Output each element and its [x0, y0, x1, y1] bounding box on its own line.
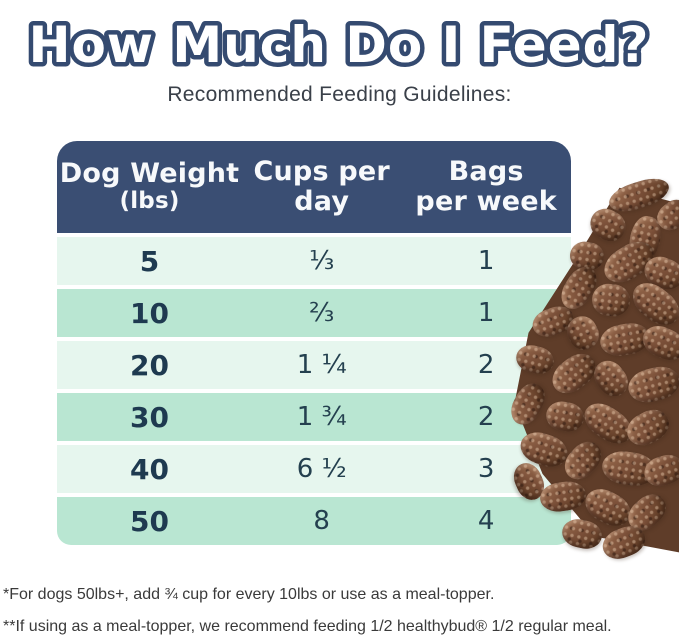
- feeding-table: Dog Weight (lbs) Cups per day Bags per w…: [57, 141, 571, 545]
- cell-cups-per-day: 6 ½: [296, 454, 347, 484]
- table-row: 30 1 ¾ 2: [57, 393, 571, 441]
- cell-bags-per-week: 4: [477, 506, 495, 536]
- footnotes: *For dogs 50lbs+, add ¾ cup for every 10…: [3, 585, 677, 641]
- table-row: 50 8 4: [57, 497, 571, 545]
- column-header-dog-weight: Dog Weight (lbs): [57, 158, 242, 215]
- page-title: How Much Do I Feed?: [29, 16, 650, 74]
- cell-bags-per-week: 2: [477, 350, 495, 380]
- column-header-cups-per-day: Cups per day: [242, 155, 401, 217]
- cell-dog-weight: 50: [130, 504, 169, 538]
- column-header-bags-line1: Bags: [448, 155, 524, 187]
- cell-dog-weight: 20: [130, 348, 169, 382]
- cell-cups-per-day: ⅓: [309, 246, 335, 276]
- cell-dog-weight: 10: [130, 296, 169, 330]
- cell-bags-per-week: 3: [477, 454, 495, 484]
- page-subtitle: Recommended Feeding Guidelines:: [167, 83, 512, 106]
- table-row: 10 ⅔ 1: [57, 289, 571, 337]
- table-body: 5 ⅓ 1 10 ⅔ 1 20 1 ¼ 2 30 1 ¾ 2 40 6 ½ 3 …: [57, 237, 571, 545]
- kibble-photo: [504, 176, 679, 568]
- column-header-dog-weight-line2: (lbs): [119, 188, 180, 215]
- table-header-row: Dog Weight (lbs) Cups per day Bags per w…: [57, 141, 571, 233]
- cell-dog-weight: 5: [139, 244, 160, 278]
- cell-cups-per-day: ⅔: [309, 298, 335, 328]
- cell-bags-per-week: 1: [477, 298, 495, 328]
- footnote-2: **If using as a meal-topper, we recommen…: [3, 618, 612, 635]
- footnote-1: *For dogs 50lbs+, add ¾ cup for every 10…: [3, 586, 495, 603]
- cell-cups-per-day: 1 ¼: [296, 350, 347, 380]
- column-header-cups-line2: day: [294, 186, 350, 217]
- cell-dog-weight: 40: [130, 452, 169, 486]
- column-header-cups-line1: Cups per: [253, 155, 390, 187]
- table-row: 20 1 ¼ 2: [57, 341, 571, 389]
- cell-cups-per-day: 8: [313, 506, 330, 536]
- cell-bags-per-week: 1: [477, 246, 495, 276]
- column-header-bags-line2: per week: [415, 186, 557, 217]
- table-row: 40 6 ½ 3: [57, 445, 571, 493]
- cell-bags-per-week: 2: [477, 402, 495, 432]
- column-header-dog-weight-line1: Dog Weight: [59, 158, 240, 189]
- cell-cups-per-day: 1 ¾: [296, 402, 347, 432]
- cell-dog-weight: 30: [130, 400, 169, 434]
- column-header-bags-per-week: Bags per week: [401, 155, 571, 217]
- table-row: 5 ⅓ 1: [57, 237, 571, 285]
- page-title-art: How Much Do I Feed?: [24, 12, 653, 79]
